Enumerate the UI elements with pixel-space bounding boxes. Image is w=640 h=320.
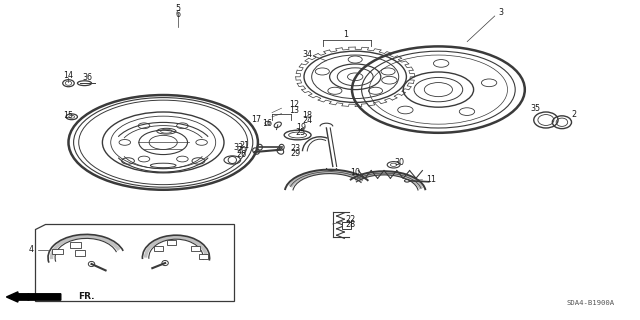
Text: 26: 26	[237, 150, 247, 159]
Text: 17: 17	[251, 115, 261, 124]
Text: 28: 28	[346, 220, 356, 229]
Bar	[199, 254, 208, 259]
Bar	[75, 250, 85, 256]
Text: 1: 1	[343, 30, 348, 39]
Bar	[52, 249, 63, 254]
Text: 30: 30	[394, 158, 404, 167]
Text: 33: 33	[234, 143, 244, 152]
Bar	[154, 246, 163, 251]
Text: 14: 14	[63, 71, 74, 80]
Text: 25: 25	[296, 128, 306, 137]
Text: 16: 16	[262, 119, 273, 128]
Text: 23: 23	[291, 144, 301, 153]
Text: 2: 2	[571, 110, 576, 119]
Text: 21: 21	[239, 141, 250, 150]
Bar	[167, 240, 176, 245]
Text: 36: 36	[83, 73, 93, 82]
Text: 15: 15	[63, 111, 74, 120]
Text: 11: 11	[426, 175, 436, 184]
Text: 24: 24	[302, 116, 312, 125]
Text: 5: 5	[175, 4, 180, 13]
Polygon shape	[35, 224, 234, 301]
Text: 20: 20	[237, 146, 247, 155]
Text: 18: 18	[302, 111, 312, 120]
Text: 35: 35	[530, 104, 540, 113]
Text: 4: 4	[28, 245, 33, 254]
Bar	[191, 246, 200, 251]
Text: FR.: FR.	[78, 292, 95, 301]
Text: 3: 3	[498, 8, 503, 17]
FancyArrow shape	[6, 292, 61, 302]
Text: SDA4-B1900A: SDA4-B1900A	[566, 300, 614, 306]
Text: 10: 10	[350, 168, 360, 177]
Bar	[342, 222, 351, 229]
Text: 12: 12	[289, 100, 300, 109]
Text: 6: 6	[175, 10, 180, 19]
Bar	[70, 242, 81, 248]
Text: 34: 34	[302, 50, 312, 59]
Text: 19: 19	[296, 123, 306, 132]
Text: 13: 13	[289, 106, 300, 115]
Text: 29: 29	[291, 149, 301, 158]
Text: 22: 22	[346, 215, 356, 224]
